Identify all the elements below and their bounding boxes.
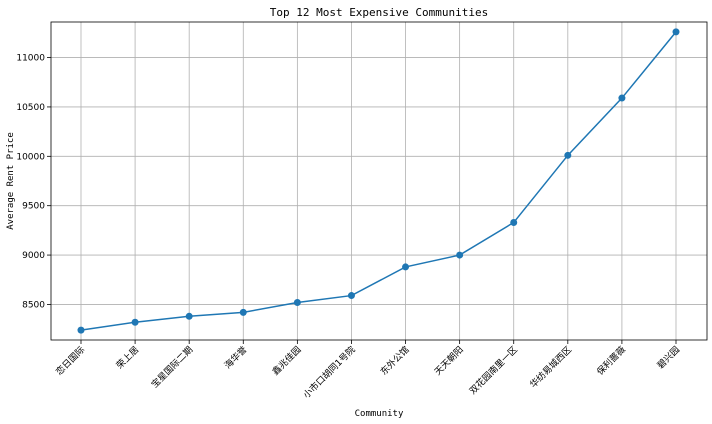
series-layer (77, 28, 680, 334)
data-point (618, 94, 626, 102)
data-point (564, 151, 572, 159)
x-tick-label: 华纺易城西区 (527, 344, 574, 391)
x-tick-label: 小市口胡同1号院 (300, 344, 357, 401)
y-tick-label: 10500 (16, 103, 45, 113)
data-point (510, 218, 518, 226)
grid-layer (51, 22, 707, 340)
data-point (347, 292, 355, 300)
y-tick-label: 9000 (22, 251, 45, 261)
x-tick-label: 荣上居 (114, 344, 142, 372)
x-tick-label: 海华誉 (222, 344, 250, 372)
y-tick-label: 10000 (16, 152, 45, 162)
y-axis-label: Average Rent Price (6, 132, 16, 230)
data-point (402, 263, 410, 271)
data-point (185, 312, 193, 320)
x-tick-label: 东外公馆 (378, 344, 412, 378)
data-point (456, 251, 464, 259)
x-axis-label: Community (355, 409, 404, 419)
data-point (77, 326, 85, 334)
x-tick-label: 天天朝阳 (433, 344, 466, 377)
data-point (239, 308, 247, 316)
chart-title: Top 12 Most Expensive Communities (270, 6, 489, 19)
x-tick-label: 碧兴园 (655, 344, 683, 372)
data-point (672, 28, 680, 36)
x-tick-label: 宝星国际二期 (149, 344, 196, 391)
y-tick-label: 8500 (22, 300, 45, 310)
x-tick-label: 保利蔷薇 (594, 344, 628, 378)
data-point (293, 298, 301, 306)
y-tick-label: 9500 (22, 202, 45, 212)
data-point (131, 318, 139, 326)
plot-frame (50, 21, 708, 341)
x-tick-label: 鑫兆佳园 (270, 344, 304, 378)
x-tick-label: 双花园南里一区 (467, 344, 520, 397)
series-line (80, 31, 677, 331)
y-tick-label: 11000 (16, 54, 45, 64)
x-tick-label: 恋日国际 (53, 344, 87, 378)
